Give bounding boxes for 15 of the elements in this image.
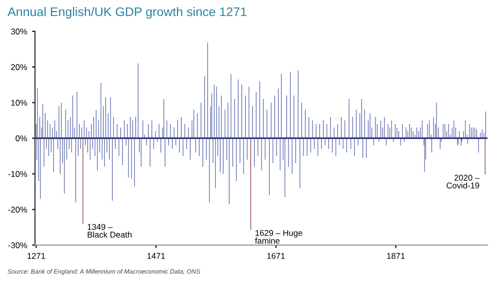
y-tick-label: -20%: [8, 206, 28, 213]
annotation: 1629 – Huge famine: [255, 230, 302, 244]
x-tick-label: 1871: [387, 252, 405, 259]
chart-title: Annual English/UK GDP growth since 1271: [8, 7, 246, 19]
y-tick-label: 20%: [11, 64, 28, 70]
y-tick-label: -30%: [8, 242, 28, 248]
x-tick-label: 1271: [28, 252, 46, 259]
y-tick-label: -10%: [8, 171, 28, 177]
y-tick-label: 0%: [16, 135, 28, 142]
y-tick-label: 30%: [11, 28, 28, 34]
y-tick-label: 10%: [11, 100, 28, 106]
annotation: 2020 – Covid-19: [446, 174, 480, 188]
x-tick-label: 1671: [267, 252, 285, 259]
x-tick-label: 1471: [147, 253, 165, 259]
annotation: 1349 – Black Death: [88, 224, 132, 238]
